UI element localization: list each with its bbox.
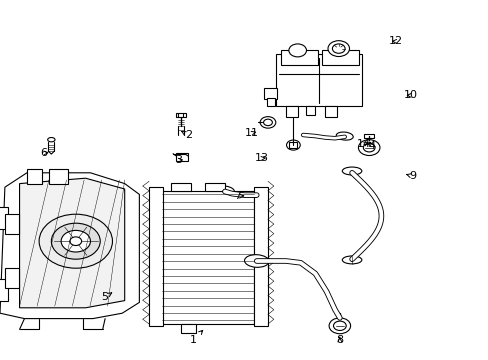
- Text: 8: 8: [336, 335, 343, 345]
- Bar: [364, 134, 373, 138]
- Text: 11: 11: [244, 128, 258, 138]
- Bar: [264, 88, 277, 99]
- Circle shape: [51, 223, 100, 259]
- Ellipse shape: [342, 167, 361, 175]
- Polygon shape: [0, 173, 139, 319]
- Bar: [49, 169, 68, 184]
- Text: 9: 9: [406, 171, 416, 181]
- Bar: [254, 187, 267, 326]
- Bar: [285, 106, 298, 117]
- Bar: [0, 207, 8, 229]
- Bar: [305, 106, 315, 115]
- Bar: [181, 324, 195, 333]
- Ellipse shape: [215, 186, 234, 197]
- Bar: [5, 268, 19, 288]
- Bar: [171, 183, 190, 191]
- Ellipse shape: [244, 255, 268, 267]
- Text: 7: 7: [233, 191, 243, 201]
- Circle shape: [288, 44, 306, 57]
- Ellipse shape: [342, 256, 361, 264]
- Circle shape: [358, 140, 379, 156]
- Bar: [5, 214, 19, 234]
- Bar: [281, 50, 317, 65]
- Bar: [289, 142, 297, 148]
- Text: 2: 2: [182, 130, 191, 140]
- Bar: [161, 191, 254, 324]
- Circle shape: [260, 117, 275, 128]
- Ellipse shape: [336, 132, 352, 140]
- Circle shape: [327, 41, 349, 57]
- Bar: [149, 187, 163, 326]
- Circle shape: [286, 140, 300, 150]
- Ellipse shape: [48, 138, 55, 142]
- Bar: [325, 106, 337, 117]
- Circle shape: [328, 318, 350, 334]
- Text: 5: 5: [102, 292, 111, 302]
- Text: 4: 4: [367, 141, 374, 151]
- Circle shape: [61, 230, 90, 252]
- Text: 10: 10: [403, 90, 417, 100]
- Polygon shape: [20, 178, 124, 308]
- Ellipse shape: [249, 191, 264, 199]
- Text: 6: 6: [41, 148, 48, 158]
- Bar: [276, 54, 361, 106]
- Circle shape: [39, 214, 112, 268]
- Bar: [205, 183, 224, 191]
- Text: 13: 13: [254, 153, 268, 163]
- Text: 3: 3: [175, 155, 182, 165]
- Bar: [176, 153, 187, 161]
- Bar: [0, 279, 8, 301]
- Text: 1: 1: [189, 330, 202, 345]
- Text: 14: 14: [357, 139, 370, 149]
- Bar: [321, 50, 358, 65]
- Text: 12: 12: [388, 36, 402, 46]
- Bar: [27, 169, 41, 184]
- Bar: [267, 98, 274, 106]
- Bar: [176, 113, 185, 117]
